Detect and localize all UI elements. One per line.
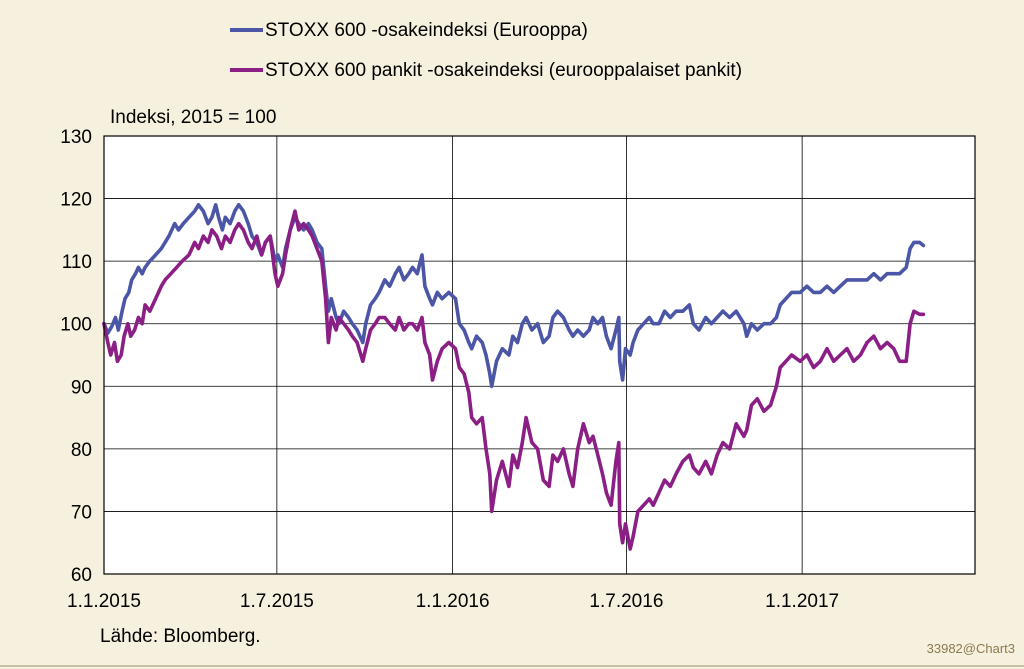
x-tick-label: 1.7.2015 (240, 591, 314, 612)
x-tick-label: 1.1.2016 (416, 591, 490, 612)
x-tick-label: 1.7.2016 (589, 591, 663, 612)
x-tick-label: 1.1.2017 (765, 591, 839, 612)
source-note: Lähde: Bloomberg. (100, 626, 261, 647)
legend: STOXX 600 -osakeindeksi (Eurooppa) STOXX… (230, 20, 742, 81)
chart-code: 33982@Chart3 (927, 641, 1015, 656)
x-ticks: 1.1.2015 1.7.2015 1.1.2016 1.7.2016 1.1.2017 (67, 591, 839, 612)
series-layer (102, 203, 926, 551)
y-ticks: 60 70 80 90 100 110 120 130 (60, 127, 92, 586)
legend-label-banks: STOXX 600 pankit -osakeindeksi (eurooppa… (265, 60, 742, 81)
legend-label-europe: STOXX 600 -osakeindeksi (Eurooppa) (265, 20, 588, 41)
y-tick-label: 60 (71, 565, 92, 586)
y-tick-label: 90 (71, 377, 92, 398)
plot-area (104, 136, 975, 574)
y-tick-label: 130 (60, 127, 92, 148)
y-axis-label: Indeksi, 2015 = 100 (110, 107, 276, 128)
series-line-banks (102, 209, 926, 551)
y-tick-label: 70 (71, 502, 92, 523)
y-tick-label: 80 (71, 440, 92, 461)
y-tick-label: 110 (62, 252, 92, 273)
y-tick-label: 100 (60, 315, 92, 336)
grid (104, 136, 975, 574)
plot-border (103, 135, 976, 575)
y-tick-label: 120 (60, 190, 92, 211)
series-line-europe (102, 203, 926, 389)
x-tick-label: 1.1.2015 (67, 591, 141, 612)
